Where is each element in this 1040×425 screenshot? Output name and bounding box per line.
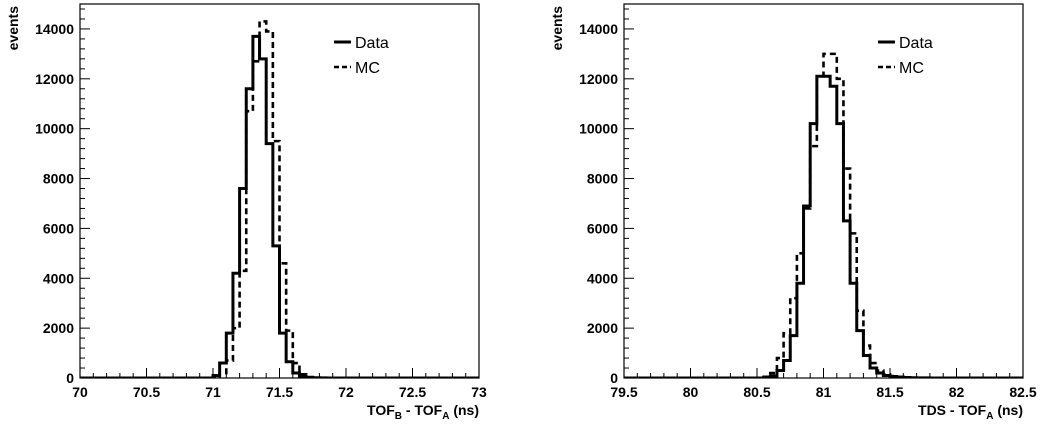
- legend-label-data: Data: [355, 35, 389, 52]
- x-tick-label: 72: [338, 384, 354, 400]
- y-tick-label: 2000: [587, 320, 618, 336]
- legend-label-mc: MC: [899, 60, 924, 77]
- y-tick-label: 2000: [43, 320, 74, 336]
- x-axis-title-subscript: A: [986, 411, 993, 422]
- y-axis-title: events: [5, 6, 21, 51]
- y-axis-title: events: [549, 6, 565, 51]
- y-tick-label: 6000: [587, 220, 618, 236]
- plot-frame: [623, 3, 1024, 379]
- x-tick-label: 79.5: [610, 384, 637, 400]
- histogram-panel-1: 0 2000 4000 6000 8000 10000 12000 14000 70 70.5 71…: [5, 3, 487, 422]
- series-mc-line: [624, 52, 1023, 378]
- y-tick-label: 4000: [587, 270, 618, 286]
- y-tick-label: 10000: [35, 121, 74, 137]
- x-tick-label: 72.5: [399, 384, 426, 400]
- legend-label-mc: MC: [355, 60, 380, 77]
- x-axis-title-subscript: B: [395, 411, 402, 422]
- x-axis-title-part: - TOF: [402, 402, 443, 418]
- x-tick-label: 81.5: [876, 384, 903, 400]
- y-tick-label: 14000: [579, 21, 618, 37]
- y-tick-label: 10000: [579, 121, 618, 137]
- x-axis-title-part: (ns): [993, 402, 1023, 418]
- x-tick-label: 80: [683, 384, 699, 400]
- y-tick-label: 0: [610, 370, 618, 386]
- x-axis-title-part: TDS - TOF: [918, 402, 987, 418]
- y-tick-label: 14000: [35, 21, 74, 37]
- x-axis-title-subscript: A: [442, 411, 449, 422]
- x-tick-label: 80.5: [743, 384, 770, 400]
- histogram-panel-2: 0 2000 4000 6000 8000 10000 12000 14000 79.5 80 80…: [549, 3, 1037, 422]
- legend-label-data: Data: [899, 35, 933, 52]
- series-mc-line: [80, 20, 479, 378]
- x-axis-title-part: TOF: [367, 402, 395, 418]
- y-tick-label: 8000: [587, 171, 618, 187]
- x-tick-label: 81: [816, 384, 832, 400]
- x-tick-label: 70: [72, 384, 88, 400]
- x-tick-label: 71: [205, 384, 221, 400]
- y-tick-label: 12000: [579, 71, 618, 87]
- y-tick-label: 4000: [43, 270, 74, 286]
- x-tick-label: 70.5: [133, 384, 160, 400]
- x-tick-label: 82: [949, 384, 965, 400]
- y-tick-label: 8000: [43, 171, 74, 187]
- x-axis-title: TDS - TOFA (ns): [918, 402, 1023, 422]
- x-axis-title: TOFB - TOFA (ns): [367, 402, 479, 422]
- y-tick-label: 0: [66, 370, 74, 386]
- x-tick-label: 71.5: [266, 384, 293, 400]
- series-data-line: [624, 74, 1023, 378]
- x-tick-label: 73: [471, 384, 487, 400]
- y-tick-label: 6000: [43, 220, 74, 236]
- x-axis-title-part: (ns): [449, 402, 479, 418]
- y-tick-label: 12000: [35, 71, 74, 87]
- x-tick-label: 82.5: [1009, 384, 1036, 400]
